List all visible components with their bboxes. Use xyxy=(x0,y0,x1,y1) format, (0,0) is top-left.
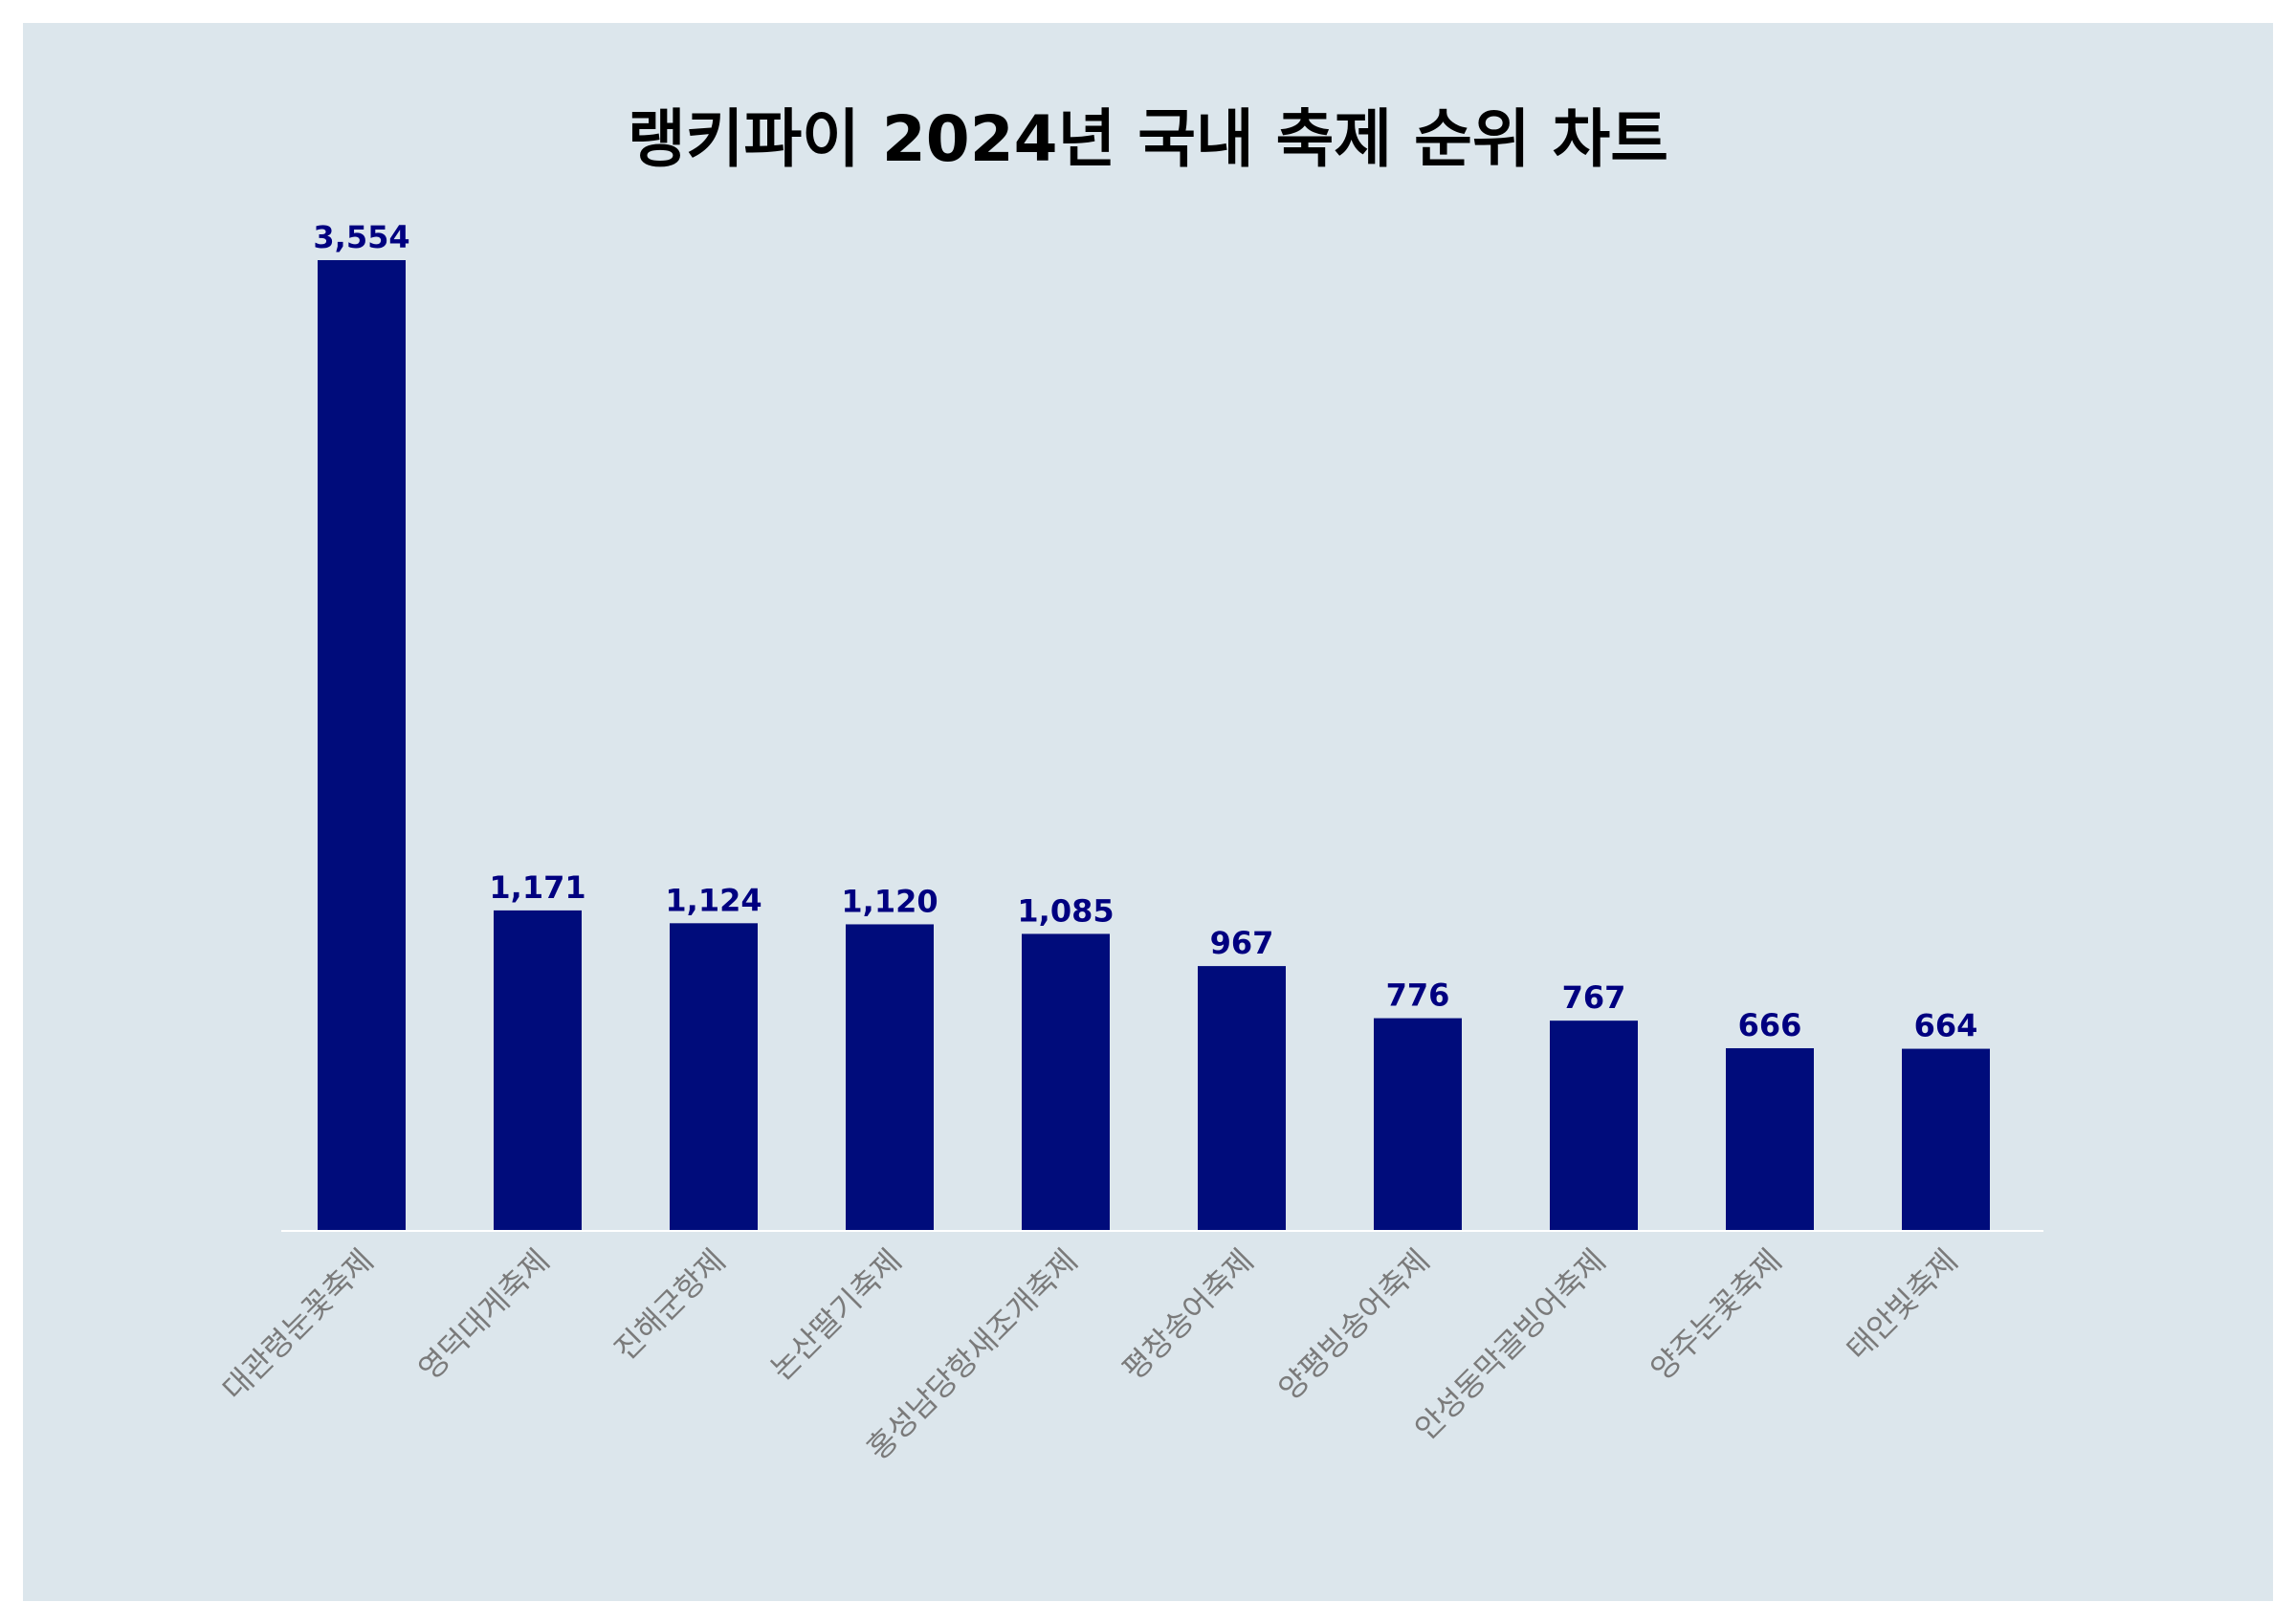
value-labels-group: 3,554 1,171 1,124 1,120 1,085 967 776 767 666 664 xyxy=(313,219,1977,1044)
category-label-7: 양평빙송어축제 xyxy=(1271,1242,1437,1408)
value-label-5: 1,085 xyxy=(1017,892,1114,929)
category-label-4: 논산딸기축제 xyxy=(763,1242,909,1388)
bar-8 xyxy=(1550,1020,1638,1230)
value-label-4: 1,120 xyxy=(841,883,938,919)
chart-title: 랭키파이 2024년 국내 축제 순위 차트 xyxy=(628,102,1668,176)
bar-1 xyxy=(318,260,406,1230)
category-label-2: 영덕대게축제 xyxy=(411,1242,557,1388)
value-label-10: 664 xyxy=(1914,1008,1978,1044)
category-label-6: 평창송어축제 xyxy=(1115,1242,1261,1388)
bar-4 xyxy=(846,924,934,1230)
bar-2 xyxy=(494,910,582,1230)
bar-3 xyxy=(670,923,758,1230)
bars-group xyxy=(318,260,1990,1230)
value-label-9: 666 xyxy=(1738,1007,1802,1043)
value-label-2: 1,171 xyxy=(489,869,585,906)
value-label-8: 767 xyxy=(1562,979,1626,1016)
category-label-1: 대관령눈꽃축제 xyxy=(215,1242,381,1408)
bar-10 xyxy=(1902,1048,1990,1230)
category-label-8: 안성동막골빙어축제 xyxy=(1407,1242,1612,1447)
category-label-9: 양주눈꽃축제 xyxy=(1644,1242,1789,1388)
bar-6 xyxy=(1198,966,1286,1230)
value-label-1: 3,554 xyxy=(313,219,409,255)
bar-7 xyxy=(1374,1018,1462,1230)
category-label-10: 태안빛축제 xyxy=(1840,1242,1965,1368)
bar-9 xyxy=(1726,1047,1814,1230)
value-label-6: 967 xyxy=(1210,925,1274,961)
value-label-7: 776 xyxy=(1386,977,1450,1014)
value-label-3: 1,124 xyxy=(665,882,762,918)
chart-panel: 랭키파이 2024년 국내 축제 순위 차트 3,554 1,171 1,124 1,… xyxy=(23,23,2273,1601)
category-label-3: 진해군항제 xyxy=(607,1242,733,1368)
bar-chart: 랭키파이 2024년 국내 축제 순위 차트 3,554 1,171 1,124 1,… xyxy=(215,102,2043,1467)
bar-5 xyxy=(1022,933,1110,1230)
